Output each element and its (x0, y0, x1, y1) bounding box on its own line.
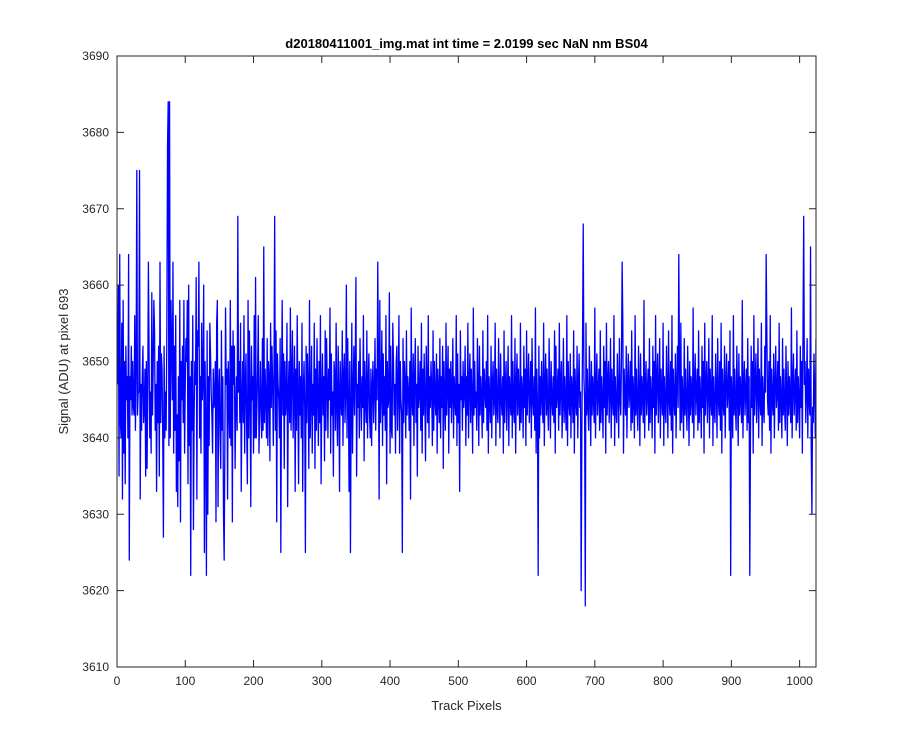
x-tick-label: 400 (380, 674, 400, 688)
y-tick-label: 3680 (82, 125, 109, 139)
axes: 0 100 200 300 400 500 600 700 800 900 1000 3610 362… (82, 49, 817, 688)
y-axis-label: Signal (ADU) at pixel 693 (56, 289, 71, 435)
x-tick-label: 100 (175, 674, 195, 688)
x-tick-label: 600 (517, 674, 537, 688)
y-tick-label: 3690 (82, 49, 109, 63)
x-tick-label: 500 (448, 674, 468, 688)
x-tick-label: 0 (114, 674, 121, 688)
y-tick-label: 3650 (82, 355, 109, 369)
x-tick-label: 200 (244, 674, 264, 688)
x-tick-label: 300 (312, 674, 332, 688)
y-tick-label: 3660 (82, 278, 109, 292)
series-line (117, 101, 816, 607)
x-tick-label: 900 (721, 674, 741, 688)
x-axis-label: Track Pixels (431, 698, 502, 713)
y-tick-label: 3640 (82, 431, 109, 445)
y-tick-label: 3610 (82, 660, 109, 674)
y-ticks: 3610 3620 3630 3640 3650 3660 3670 3680 3690 (82, 49, 816, 674)
x-tick-label: 800 (653, 674, 673, 688)
x-ticks: 0 100 200 300 400 500 600 700 800 900 1000 (114, 56, 813, 688)
x-tick-label: 700 (585, 674, 605, 688)
y-tick-label: 3670 (82, 202, 109, 216)
y-tick-label: 3630 (82, 507, 109, 521)
series-group (117, 101, 816, 607)
y-tick-label: 3620 (82, 584, 109, 598)
chart-title: d20180411001_img.mat int time = 2.0199 s… (285, 36, 648, 51)
x-tick-label: 1000 (786, 674, 813, 688)
